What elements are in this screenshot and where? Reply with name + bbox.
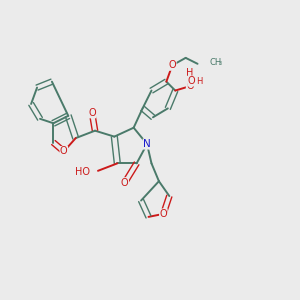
Text: CH: CH [209,58,222,67]
Text: O: O [186,81,194,91]
Text: N: N [143,139,151,149]
Text: O: O [188,76,195,86]
Text: O: O [60,146,68,157]
Text: O: O [169,60,176,70]
Text: HO: HO [75,167,90,177]
Text: O: O [88,108,96,118]
Text: $_3$: $_3$ [218,60,223,68]
Text: O: O [121,178,128,188]
Text: H: H [196,77,202,86]
Text: O: O [160,209,167,219]
Text: H: H [186,68,194,78]
